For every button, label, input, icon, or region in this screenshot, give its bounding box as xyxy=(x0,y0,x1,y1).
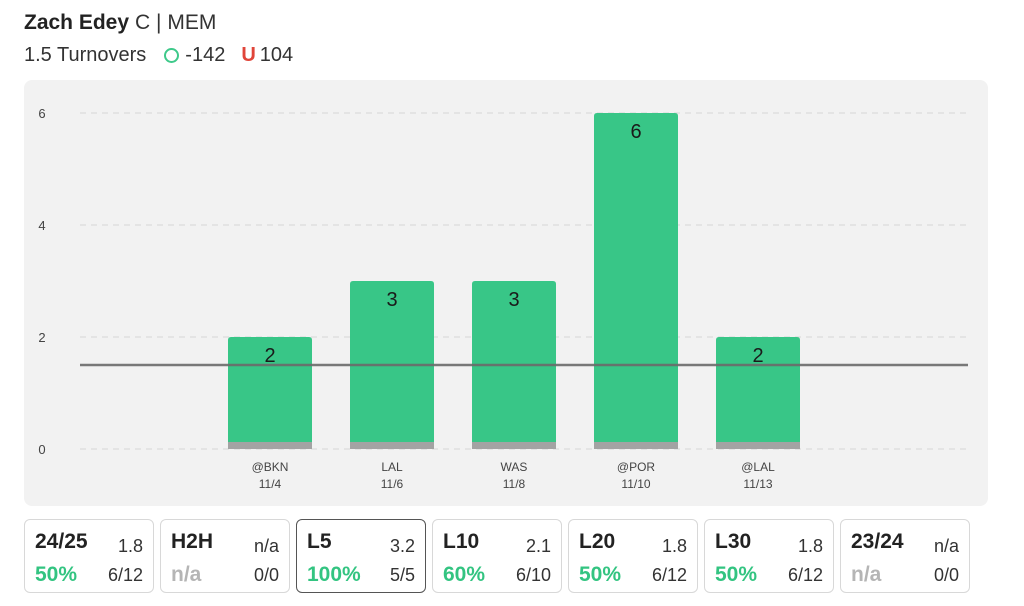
tile-hit-percent: 50% xyxy=(579,563,622,586)
tile-average: 1.8 xyxy=(797,536,823,556)
stat-tiles: 24/25 1.8 50% 6/12 H2H n/a n/a 0/0 L5 3.… xyxy=(24,519,970,593)
bar-value-label: 3 xyxy=(386,289,397,311)
prop-row: 1.5 Turnovers -142 U 104 xyxy=(24,40,293,70)
x-tick-label: @LAL xyxy=(741,460,775,474)
tile-record: 5/5 xyxy=(389,565,415,585)
tile-average: 1.8 xyxy=(117,536,143,556)
tile-record: 6/12 xyxy=(651,565,687,585)
player-name: Zach Edey xyxy=(24,11,130,34)
tile-last-5[interactable]: L5 3.2 100% 5/5 xyxy=(296,519,426,593)
tile-label: L30 xyxy=(715,530,752,553)
y-tick-label: 6 xyxy=(38,106,45,121)
bar-base xyxy=(716,442,800,449)
bar-base xyxy=(594,442,678,449)
tile-hit-percent: 60% xyxy=(443,563,486,586)
tile-last-30[interactable]: L30 1.8 50% 6/12 xyxy=(704,519,834,593)
tile-record: 0/0 xyxy=(933,565,959,585)
tile-record: 6/10 xyxy=(515,565,551,585)
over-odds: -142 xyxy=(185,44,226,66)
bar-value-label: 6 xyxy=(630,121,641,143)
x-tick-date: 11/8 xyxy=(503,477,526,491)
tile-record: 6/12 xyxy=(107,565,143,585)
bar-base xyxy=(228,442,312,449)
x-tick-label: @BKN xyxy=(252,460,289,474)
tile-record: 6/12 xyxy=(787,565,823,585)
bar-base xyxy=(472,442,556,449)
chart-panel: 0 2 4 6 2 @BKN 11/4 3 LAL 11/6 3 WAS 11/8 6 @POR 11/10 2… xyxy=(24,80,988,506)
x-tick-label: WAS xyxy=(501,460,528,474)
tile-hit-percent: 100% xyxy=(307,563,361,586)
over-icon xyxy=(164,47,180,63)
under-icon: U xyxy=(241,44,256,66)
x-tick-date: 11/10 xyxy=(621,477,650,491)
tile-record: 0/0 xyxy=(253,565,279,585)
tile-label: L5 xyxy=(307,530,332,553)
tile-average: 1.8 xyxy=(661,536,687,556)
tile-label: H2H xyxy=(171,530,214,553)
y-tick-label: 0 xyxy=(38,442,45,457)
tile-label: L10 xyxy=(443,530,480,553)
bar-value-label: 2 xyxy=(264,345,275,367)
tile-last-20[interactable]: L20 1.8 50% 6/12 xyxy=(568,519,698,593)
tile-season-2425[interactable]: 24/25 1.8 50% 6/12 xyxy=(24,519,154,593)
x-tick-label: LAL xyxy=(381,460,403,474)
tile-hit-percent: 50% xyxy=(35,563,78,586)
bar xyxy=(594,113,678,449)
tile-average: 2.1 xyxy=(525,536,551,556)
x-tick-date: 11/4 xyxy=(259,477,282,491)
x-tick-label: @POR xyxy=(617,460,656,474)
tile-label: 24/25 xyxy=(35,530,88,553)
y-tick-label: 2 xyxy=(38,330,45,345)
title-row: Zach Edey C | MEM xyxy=(24,8,293,38)
y-tick-label: 4 xyxy=(38,218,45,233)
tile-h2h[interactable]: H2H n/a n/a 0/0 xyxy=(160,519,290,593)
tile-hit-percent: n/a xyxy=(171,563,202,586)
tile-average: n/a xyxy=(253,536,279,556)
tile-hit-percent: n/a xyxy=(851,563,882,586)
tile-average: 3.2 xyxy=(389,536,415,556)
bar-base xyxy=(350,442,434,449)
header: Zach Edey C | MEM 1.5 Turnovers -142 U 10… xyxy=(24,8,293,70)
bar-chart: 0 2 4 6 2 @BKN 11/4 3 LAL 11/6 3 WAS 11/8 6 @POR 11/10 2… xyxy=(38,106,968,491)
tile-label: L20 xyxy=(579,530,616,553)
prop-line-label: 1.5 Turnovers xyxy=(24,44,147,66)
tile-hit-percent: 50% xyxy=(715,563,758,586)
tile-label: 23/24 xyxy=(851,530,904,553)
bar-value-label: 2 xyxy=(752,345,763,367)
bar-value-label: 3 xyxy=(508,289,519,311)
x-tick-date: 11/13 xyxy=(743,477,772,491)
x-tick-date: 11/6 xyxy=(381,477,404,491)
tile-last-10[interactable]: L10 2.1 60% 6/10 xyxy=(432,519,562,593)
under-odds: 104 xyxy=(259,44,294,66)
player-position-team: C | MEM xyxy=(135,11,217,34)
tile-season-2324[interactable]: 23/24 n/a n/a 0/0 xyxy=(840,519,970,593)
tile-average: n/a xyxy=(933,536,959,556)
